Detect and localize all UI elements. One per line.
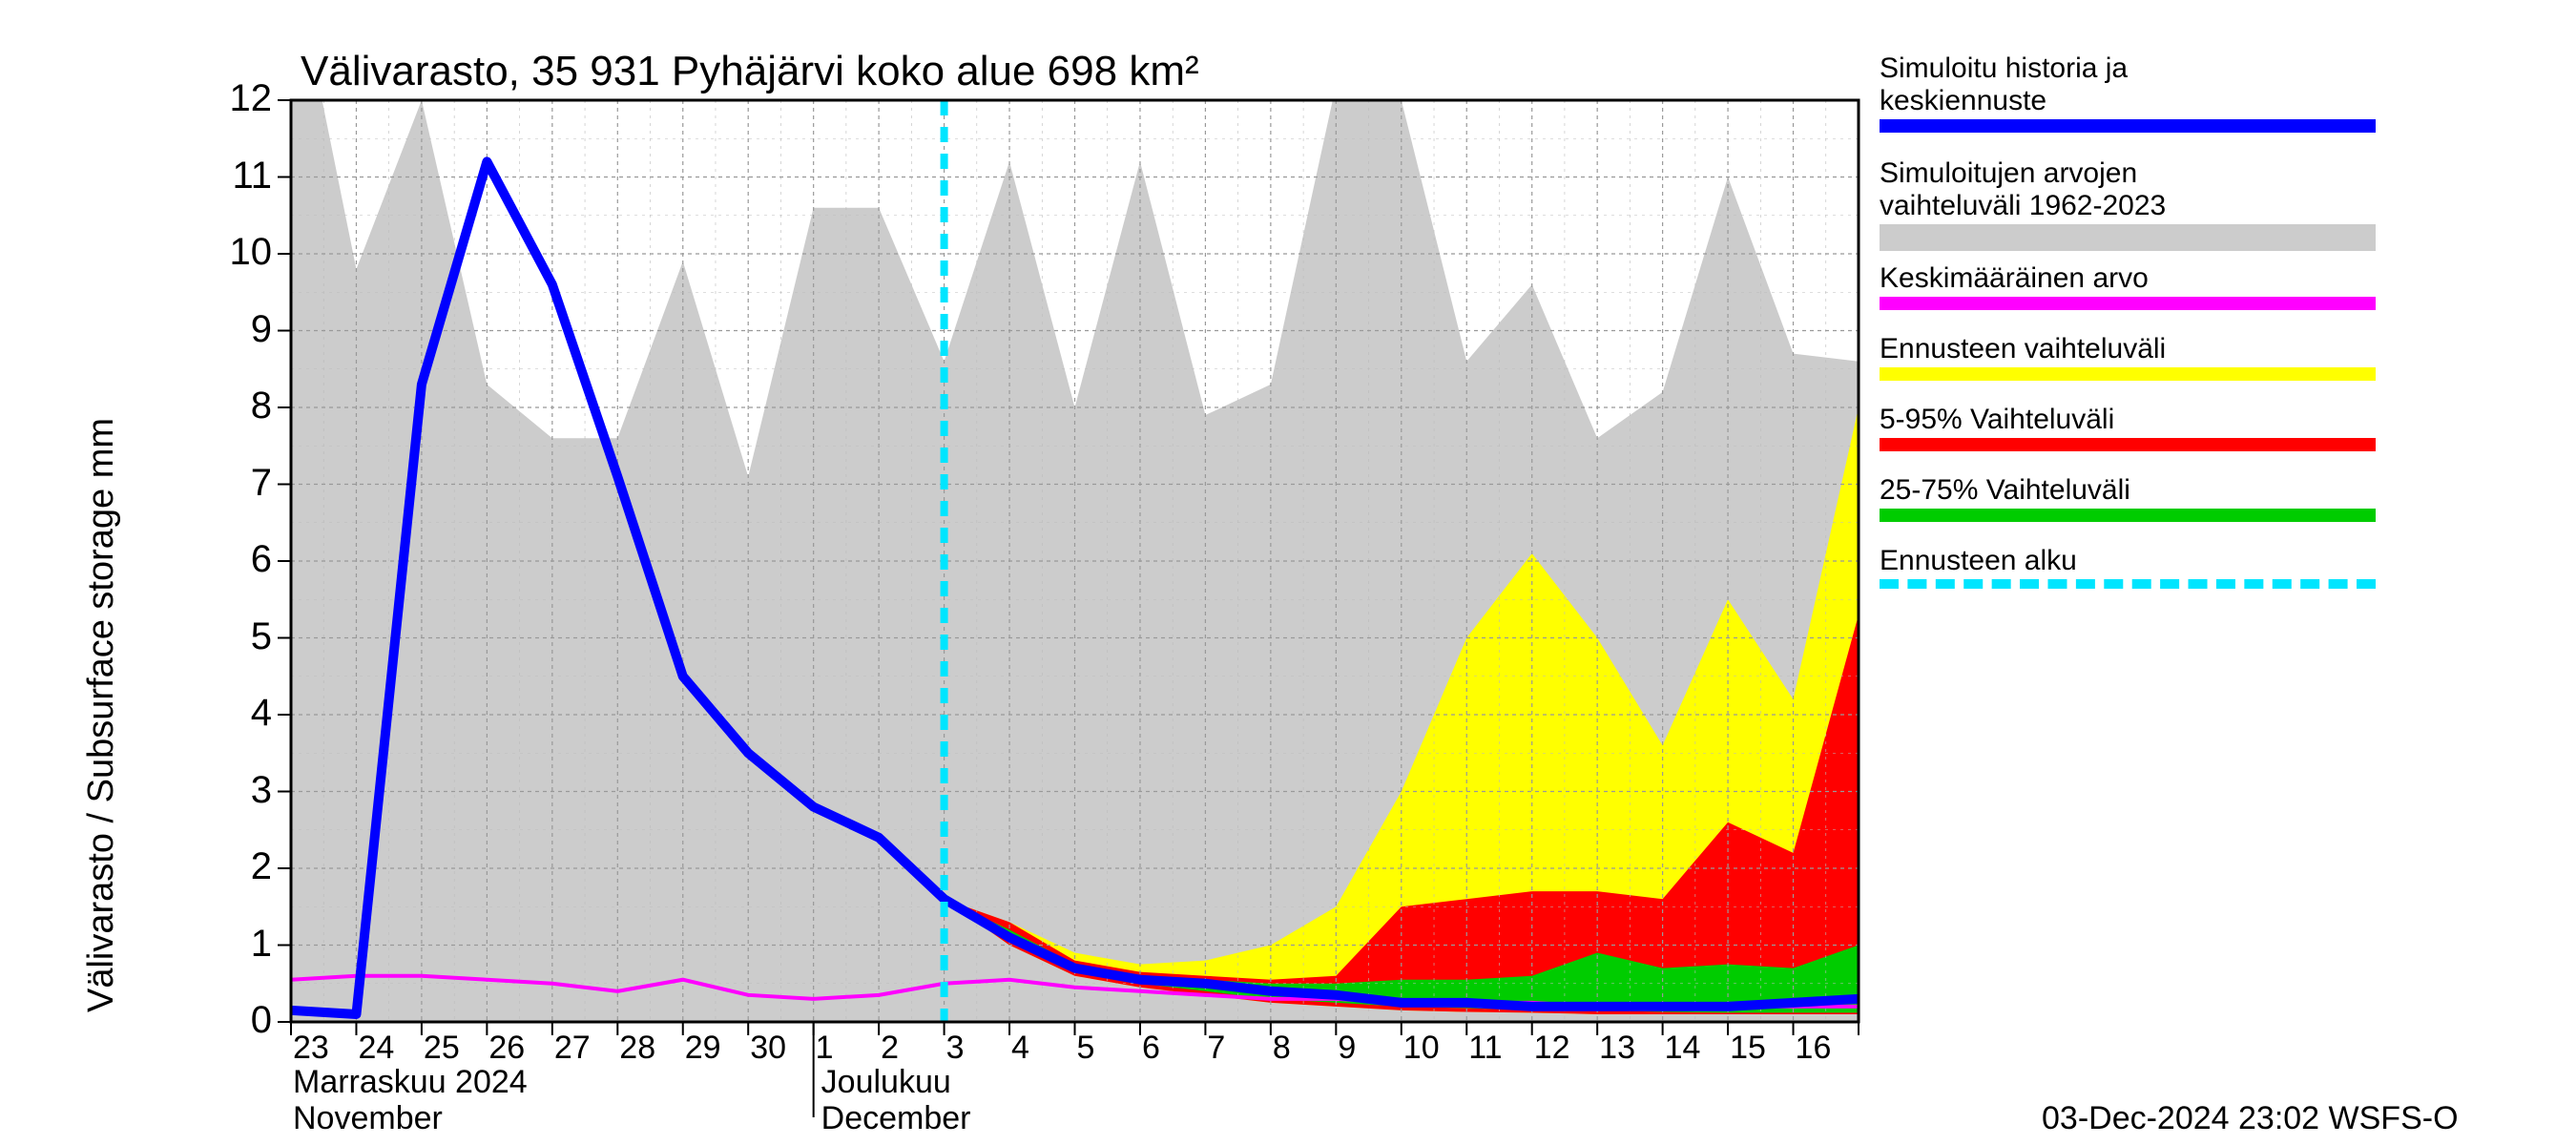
month-label-dec-en: December: [821, 1100, 971, 1137]
x-tick: 4: [1011, 1030, 1029, 1067]
legend-label: Ennusteen alku: [1880, 545, 2077, 578]
x-tick: 11: [1468, 1030, 1502, 1067]
x-tick: 13: [1599, 1030, 1635, 1067]
y-tick: 0: [196, 999, 272, 1042]
legend-label: Simuloitu historia ja: [1880, 52, 2128, 86]
x-tick: 1: [816, 1030, 834, 1067]
y-tick: 11: [196, 155, 272, 198]
legend-label: Keskimääräinen arvo: [1880, 262, 2149, 296]
month-label-dec: Joulukuu: [821, 1064, 951, 1101]
x-tick: 30: [750, 1030, 786, 1067]
y-tick: 12: [196, 77, 272, 120]
legend-label: 25-75% Vaihteluväli: [1880, 474, 2130, 508]
chart-title: Välivarasto, 35 931 Pyhäjärvi koko alue …: [301, 48, 1199, 95]
y-tick: 9: [196, 308, 272, 351]
x-tick: 7: [1207, 1030, 1225, 1067]
x-tick: 10: [1403, 1030, 1440, 1067]
x-tick: 23: [293, 1030, 329, 1067]
x-tick: 5: [1077, 1030, 1095, 1067]
x-tick: 8: [1273, 1030, 1291, 1067]
legend-label: Simuloitujen arvojen: [1880, 157, 2137, 191]
legend-label: vaihteluväli 1962-2023: [1880, 190, 2166, 223]
y-tick: 5: [196, 615, 272, 658]
x-tick: 16: [1796, 1030, 1832, 1067]
legend-label: 5-95% Vaihteluväli: [1880, 404, 2114, 437]
x-tick: 26: [488, 1030, 525, 1067]
legend-swatch: [1880, 509, 2376, 522]
legend-swatch: [1880, 119, 2376, 133]
x-tick: 9: [1338, 1030, 1356, 1067]
x-tick: 29: [685, 1030, 721, 1067]
x-tick: 2: [881, 1030, 899, 1067]
y-tick: 6: [196, 538, 272, 581]
y-tick: 4: [196, 692, 272, 735]
y-tick: 2: [196, 845, 272, 888]
y-tick: 1: [196, 923, 272, 966]
legend-label: Ennusteen vaihteluväli: [1880, 333, 2166, 366]
legend-swatch: [1880, 438, 2376, 451]
y-tick: 7: [196, 462, 272, 505]
legend-label: keskiennuste: [1880, 85, 2046, 118]
x-tick: 12: [1534, 1030, 1570, 1067]
x-tick: 25: [424, 1030, 460, 1067]
month-label-nov-en: November: [293, 1100, 443, 1137]
y-axis-label: Välivarasto / Subsurface storage mm: [81, 418, 122, 1012]
y-tick: 10: [196, 231, 272, 274]
footer-timestamp: 03-Dec-2024 23:02 WSFS-O: [2042, 1100, 2538, 1137]
x-tick: 28: [619, 1030, 655, 1067]
y-tick: 3: [196, 769, 272, 812]
y-tick: 8: [196, 385, 272, 427]
legend-swatch: [1880, 367, 2376, 381]
x-tick: 24: [358, 1030, 394, 1067]
x-tick: 14: [1665, 1030, 1701, 1067]
legend-swatch: [1880, 579, 2376, 589]
x-tick: 27: [554, 1030, 591, 1067]
month-label-nov: Marraskuu 2024: [293, 1064, 528, 1101]
x-tick: 3: [946, 1030, 965, 1067]
legend-swatch: [1880, 297, 2376, 310]
x-tick: 6: [1142, 1030, 1160, 1067]
legend-swatch: [1880, 224, 2376, 251]
x-tick: 15: [1730, 1030, 1766, 1067]
storage-chart: [0, 0, 2576, 1145]
